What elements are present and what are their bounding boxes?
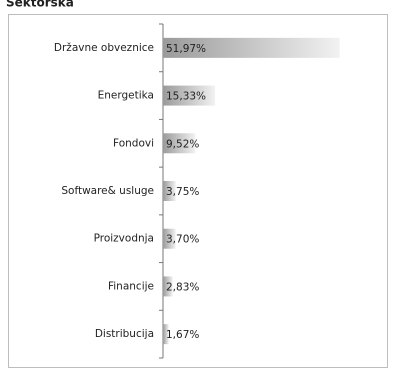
value-label: 51,97% xyxy=(166,43,206,55)
bar xyxy=(163,276,173,297)
bar xyxy=(163,37,340,58)
value-label: 2,83% xyxy=(166,281,199,293)
category-label: Državne obveznice xyxy=(54,42,154,54)
bar xyxy=(163,85,216,106)
value-label: 9,52% xyxy=(166,138,199,150)
value-label: 3,70% xyxy=(166,234,199,246)
bar xyxy=(163,181,176,201)
value-label: 1,67% xyxy=(166,329,199,341)
chart-title: Sektorska xyxy=(6,0,74,10)
value-label: 15,33% xyxy=(166,91,206,103)
category-label: Proizvodnja xyxy=(94,233,154,245)
category-label: Software& usluge xyxy=(61,185,154,197)
category-label: Fondovi xyxy=(113,137,154,149)
chart-frame xyxy=(8,14,388,368)
bar xyxy=(163,228,176,249)
category-label: Energetika xyxy=(98,90,154,102)
category-label: Financije xyxy=(108,280,154,292)
bar xyxy=(163,133,196,154)
bar xyxy=(163,324,169,345)
category-label: Distribucija xyxy=(95,328,154,340)
value-label: 3,75% xyxy=(166,186,199,198)
